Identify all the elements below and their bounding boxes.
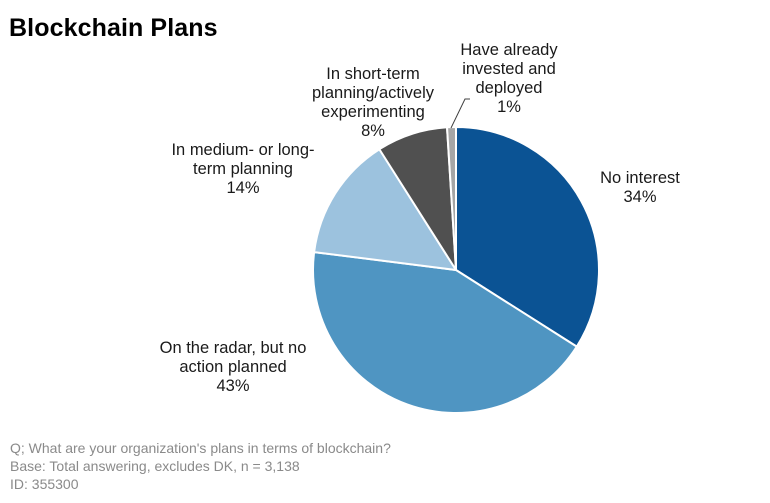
- footnote: Q; What are your organization's plans in…: [10, 439, 391, 493]
- slice-label-line: No interest: [600, 169, 680, 187]
- slice-label-line: planning/actively: [312, 84, 435, 102]
- slice-label-line: term planning: [193, 160, 293, 178]
- slice-label-3: In medium- or long-term planning 14%: [171, 141, 314, 197]
- slice-percent: 8%: [361, 122, 385, 140]
- slice-label-4: In short-term planning/actively experiment…: [312, 65, 435, 140]
- pie-slice-2: [312, 250, 579, 414]
- slice-label-line: deployed: [476, 79, 543, 97]
- slice-label-5: Have already invested and deployed 1%: [460, 41, 558, 116]
- slice-percent: 1%: [497, 98, 521, 116]
- slice-label-1: No interest 34%: [600, 169, 680, 206]
- slice-label-line: experimenting: [321, 103, 425, 121]
- slice-label-2: On the radar, but no action planned 43%: [160, 339, 307, 395]
- slice-label-line: Have already: [460, 41, 558, 59]
- slice-percent: 14%: [226, 179, 259, 197]
- slice-label-line: In short-term: [326, 65, 420, 83]
- footnote-question: Q; What are your organization's plans in…: [10, 440, 391, 456]
- slice-label-line: invested and: [462, 60, 556, 78]
- slice-label-line: On the radar, but no: [160, 339, 307, 357]
- footnote-id: ID: 355300: [10, 476, 79, 492]
- slice-label-line: action planned: [179, 358, 286, 376]
- footnote-base: Base: Total answering, excludes DK, n = …: [10, 458, 300, 474]
- pie-slice-3: [313, 147, 458, 272]
- chart-title: Blockchain Plans: [9, 14, 218, 42]
- leader-line: [450, 98, 470, 129]
- slice-percent: 34%: [623, 188, 656, 206]
- slice-percent: 43%: [216, 377, 249, 395]
- slice-label-line: In medium- or long-: [171, 141, 314, 159]
